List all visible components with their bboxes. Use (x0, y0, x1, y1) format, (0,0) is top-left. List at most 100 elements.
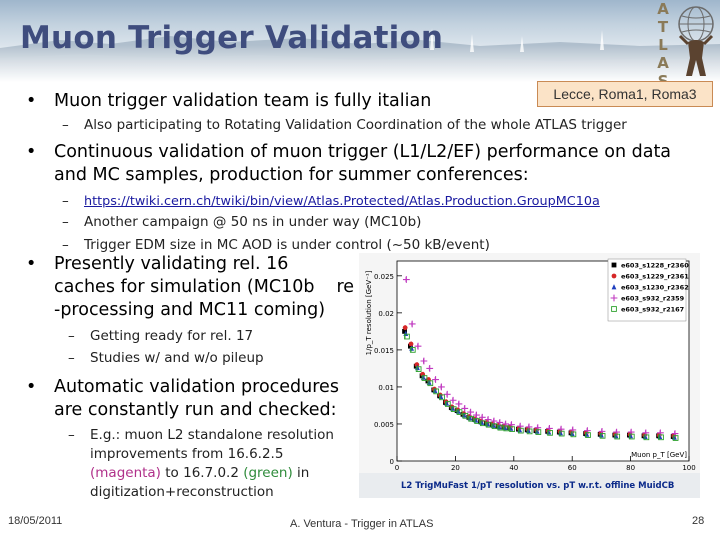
x-tick-label: 40 (509, 464, 518, 472)
data-point (432, 376, 439, 383)
data-point (433, 388, 440, 395)
legend-label: e603_s1229_r2361 (621, 273, 689, 281)
x-tick-label: 80 (626, 464, 635, 472)
bullet-4-sub-1: – E.g.: muon L2 standalone resolution im… (68, 427, 334, 500)
atlas-logo-icon (678, 6, 714, 76)
data-point (420, 357, 428, 365)
bullet-4: • Automatic validation procedures are co… (26, 377, 339, 420)
footer-title: A. Ventura - Trigger in ATLAS (290, 518, 434, 530)
institutes-badge: Lecce, Roma1, Roma3 (537, 81, 713, 107)
data-point (491, 423, 498, 430)
x-tick-label: 60 (568, 464, 577, 472)
page-number: 28 (692, 515, 705, 527)
dash-icon: – (62, 117, 69, 133)
data-point (558, 430, 565, 437)
data-point (444, 401, 451, 407)
data-point (408, 320, 416, 328)
data-point (402, 328, 407, 334)
y-tick-label: 0.015 (374, 347, 394, 355)
dash-icon: – (62, 193, 69, 209)
legend-label: e603_s1228_r2360 (621, 262, 689, 270)
bullet-1: • Muon trigger validation team is fully … (26, 91, 432, 111)
data-point (611, 284, 617, 290)
data-point (439, 394, 445, 401)
y-axis-label: 1/p_T resolution [GeV⁻¹] (365, 270, 373, 355)
data-point (570, 431, 577, 438)
plot-caption: L2 TrigMuFast 1/pT resolution vs. pT w.r… (401, 481, 674, 491)
data-point (547, 430, 553, 436)
data-point (480, 420, 486, 427)
bullet-2-sub-2: – Another campaign @ 50 ns in under way … (62, 214, 422, 230)
bullet-dot-icon: • (26, 377, 37, 397)
data-point (585, 432, 591, 438)
x-axis-label: Muon p_T [GeV] (631, 451, 687, 459)
data-point (485, 421, 492, 428)
data-point (611, 306, 617, 312)
data-point (614, 433, 621, 440)
dash-icon: – (68, 350, 75, 366)
data-point (484, 416, 492, 423)
data-point (473, 411, 480, 419)
data-point (496, 419, 504, 426)
resolution-plot: 0 0.005 0.01 0.015 0.02 0.025 0 20 40 60 80 100 1/p_… (359, 253, 700, 498)
dash-icon: – (62, 214, 69, 230)
bullet-dot-icon: • (26, 142, 37, 162)
data-point (402, 325, 408, 331)
data-point (415, 366, 422, 372)
slide-title: Muon Trigger Validation (20, 20, 444, 56)
data-point (402, 276, 410, 283)
y-tick-label: 0.01 (378, 384, 394, 392)
data-point (490, 417, 498, 425)
data-point (456, 409, 463, 415)
caption-band (359, 473, 700, 498)
legend-box (607, 258, 687, 322)
data-point (455, 400, 463, 408)
data-point (643, 434, 650, 441)
dash-icon: – (62, 237, 69, 253)
data-point (449, 396, 457, 404)
data-point (658, 434, 664, 441)
y-tick-label: 0 (390, 458, 394, 466)
data-point (421, 375, 428, 381)
data-point (611, 262, 617, 268)
y-tick-label: 0.005 (374, 421, 394, 429)
data-point (526, 428, 533, 435)
data-point (611, 273, 617, 279)
legend-label: e603_s932_r2359 (621, 295, 685, 303)
twiki-link[interactable]: https://twiki.cern.ch/twiki/bin/view/Atl… (84, 194, 600, 209)
data-point (468, 415, 475, 422)
data-point (426, 365, 434, 372)
header-background (0, 0, 720, 82)
data-point (438, 383, 445, 391)
data-point (467, 408, 474, 416)
x-tick-label: 100 (682, 464, 695, 472)
dash-icon: – (68, 328, 75, 344)
bullet-3-sub-1: – Getting ready for rel. 17 (68, 328, 254, 344)
x-tick-label: 0 (395, 464, 399, 472)
bullet-dot-icon: • (26, 91, 37, 111)
dash-icon: – (68, 427, 75, 443)
data-point (461, 405, 469, 412)
data-point (599, 432, 606, 439)
bullet-2: • Continuous validation of muon trigger … (26, 142, 672, 185)
data-point (450, 406, 457, 412)
bullet-2-sub-1: – https://twiki.cern.ch/twiki/bin/view/A… (62, 192, 600, 211)
atlas-wordmark: A T L A S (657, 0, 669, 90)
data-point (427, 380, 434, 387)
data-point (478, 413, 486, 421)
bullet-3: • Presently validating rel. 16 caches fo… (26, 254, 355, 320)
data-point (462, 412, 469, 419)
data-point (503, 425, 510, 432)
y-tick-label: 0.02 (378, 310, 394, 318)
data-point (404, 333, 410, 340)
data-point (414, 362, 420, 368)
data-point (517, 427, 524, 434)
data-point (414, 342, 422, 350)
x-tick-label: 20 (451, 464, 460, 472)
legend-label: e603_s932_r2167 (621, 306, 684, 314)
data-point (509, 426, 515, 432)
data-point (628, 433, 635, 440)
footer-date: 18/05/2011 (8, 515, 63, 527)
bullet-3-sub-2: – Studies w/ and w/o pileup (68, 350, 264, 366)
